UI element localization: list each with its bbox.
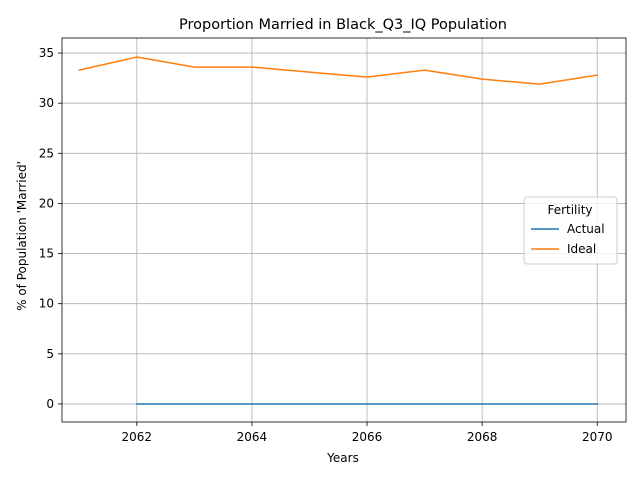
axes: 2062 2064 2066 2068 2070 0 5 10 15 20 25 30 35 xyxy=(39,46,613,444)
series-line-ideal xyxy=(78,56,599,85)
y-tick-label: 10 xyxy=(39,297,54,311)
y-tick-label: 35 xyxy=(39,46,54,60)
x-tick-label: 2062 xyxy=(122,430,153,444)
x-tick-label: 2064 xyxy=(237,430,268,444)
y-axis-label: % of Population 'Married' xyxy=(15,161,29,311)
y-tick-label: 5 xyxy=(46,347,54,361)
y-tick-label: 20 xyxy=(39,196,54,210)
chart-title: Proportion Married in Black_Q3_IQ Popula… xyxy=(179,17,507,33)
legend-title: Fertility xyxy=(547,203,592,217)
legend-label-actual: Actual xyxy=(567,222,605,236)
plot-frame xyxy=(61,37,627,423)
x-tick-label: 2070 xyxy=(582,430,613,444)
y-tick-label: 25 xyxy=(39,146,54,160)
series-lines xyxy=(78,56,599,405)
legend-box xyxy=(523,196,618,265)
legend-label-ideal: Ideal xyxy=(567,242,596,256)
y-tick-label: 30 xyxy=(39,96,54,110)
x-tick-label: 2066 xyxy=(352,430,383,444)
y-tick-label: 0 xyxy=(46,397,54,411)
x-tick-label: 2068 xyxy=(467,430,498,444)
y-tick-label: 15 xyxy=(39,247,54,261)
legend: Fertility Actual Ideal xyxy=(523,196,618,265)
x-axis-label: Years xyxy=(326,451,359,465)
